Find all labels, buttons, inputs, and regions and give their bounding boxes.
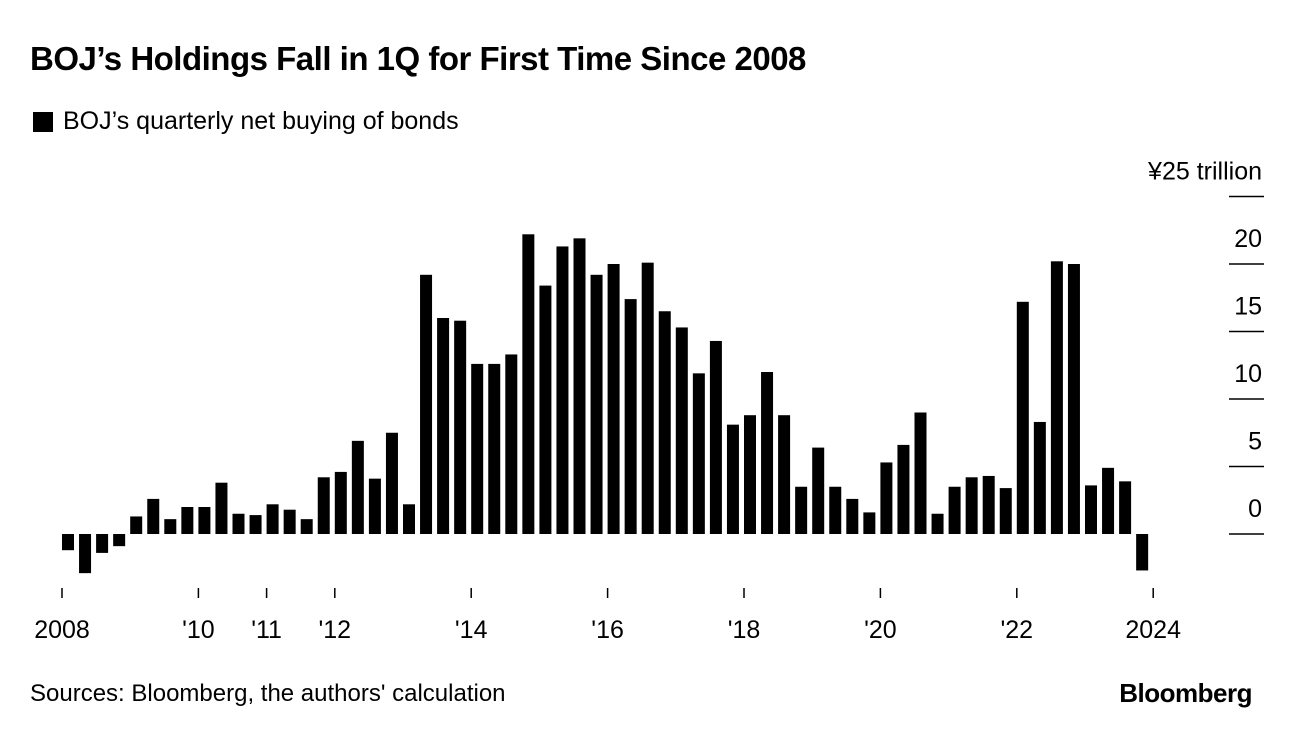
x-tick-label: '16 <box>591 616 624 644</box>
bar <box>488 363 501 534</box>
bar <box>130 516 143 534</box>
bar <box>812 447 825 534</box>
bar <box>897 444 910 534</box>
bar <box>607 264 620 534</box>
bar <box>590 274 603 534</box>
y-tick-label: 20 <box>1234 225 1262 253</box>
bar <box>658 311 671 534</box>
bar <box>522 234 535 535</box>
y-tick-label: 0 <box>1248 495 1262 523</box>
bar <box>1136 534 1149 571</box>
bar <box>1085 485 1097 534</box>
x-tick-label: '20 <box>864 616 897 644</box>
bar <box>454 320 467 534</box>
bar <box>198 507 211 534</box>
bar <box>1016 301 1029 534</box>
bar <box>761 372 774 534</box>
bar <box>573 238 586 534</box>
bar <box>403 504 415 534</box>
legend: BOJ’s quarterly net buying of bonds <box>33 107 459 136</box>
bar <box>113 534 126 547</box>
y-tick-label: 5 <box>1248 428 1262 456</box>
x-tick-label: '12 <box>319 616 352 644</box>
y-tick-label: 10 <box>1234 360 1262 388</box>
x-tick-label: '22 <box>1001 616 1034 644</box>
x-tick-label: '11 <box>251 616 282 644</box>
bar <box>829 486 842 534</box>
bloomberg-logo: Bloomberg <box>1119 678 1252 708</box>
bar <box>266 504 279 534</box>
bar <box>846 498 859 534</box>
bar <box>505 354 518 534</box>
chart-title: BOJ’s Holdings Fall in 1Q for First Time… <box>30 40 806 77</box>
bar <box>300 519 313 534</box>
bar <box>709 340 722 534</box>
bar <box>147 498 160 534</box>
bar <box>675 327 688 534</box>
bar <box>914 412 927 534</box>
bar <box>215 482 228 534</box>
bar <box>1119 481 1132 534</box>
bar <box>863 512 876 534</box>
bar <box>982 475 995 534</box>
x-tick-label: 2024 <box>1125 616 1181 644</box>
bar <box>965 477 978 534</box>
bar <box>317 477 330 534</box>
y-tick-label: 15 <box>1234 293 1262 321</box>
bar <box>62 534 74 551</box>
bar <box>385 432 398 534</box>
x-tick-label: '10 <box>182 616 215 644</box>
legend-label: BOJ’s quarterly net buying of bonds <box>63 107 459 135</box>
bar <box>164 519 177 534</box>
y-axis: ¥25 trillion 20 15 10 5 0 <box>1147 158 1264 535</box>
x-tick-label: '14 <box>455 616 488 644</box>
bar <box>1050 261 1063 534</box>
bar <box>232 513 245 534</box>
source-note: Sources: Bloomberg, the authors' calcula… <box>30 680 506 707</box>
bar <box>1067 264 1080 534</box>
bar <box>283 509 296 534</box>
bar <box>1102 467 1115 534</box>
bar <box>79 534 92 574</box>
bar <box>96 534 109 553</box>
bar <box>641 262 654 534</box>
x-tick-label: '18 <box>728 616 761 644</box>
x-tick-label: 2008 <box>34 616 90 644</box>
bar <box>368 478 381 534</box>
bar <box>181 507 194 534</box>
bar <box>334 471 347 534</box>
bar <box>795 486 808 534</box>
bar <box>539 285 552 534</box>
bar <box>437 318 450 534</box>
bar <box>778 415 791 534</box>
legend-swatch <box>33 111 53 132</box>
bar <box>692 373 705 534</box>
bar <box>931 513 944 534</box>
bar <box>1033 421 1046 534</box>
bar <box>726 424 739 534</box>
bars-group <box>62 234 1149 574</box>
x-axis: 2008 '10 '11 '12 '14 '16 '18 '20 '22 2024 <box>34 588 1181 644</box>
bar <box>880 462 893 534</box>
bar <box>624 299 637 534</box>
bar <box>999 488 1012 534</box>
bar <box>249 515 262 534</box>
bar <box>948 486 961 534</box>
bar <box>351 440 364 534</box>
y-tick-label: ¥25 trillion <box>1147 158 1262 186</box>
bar <box>420 274 433 534</box>
bar <box>471 363 484 534</box>
bar <box>744 415 756 534</box>
bar <box>556 246 569 534</box>
